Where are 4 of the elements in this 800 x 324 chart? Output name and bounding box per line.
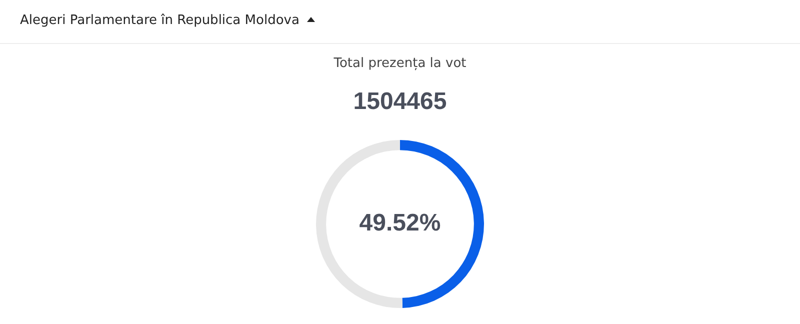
text: 1504465 (352, 88, 448, 116)
text: Alegeri Parlamentare în Republica Moldova (20, 13, 300, 28)
text: 49.52% (359, 210, 441, 237)
chart-subtitle: Total prezența la vot (332, 56, 468, 71)
